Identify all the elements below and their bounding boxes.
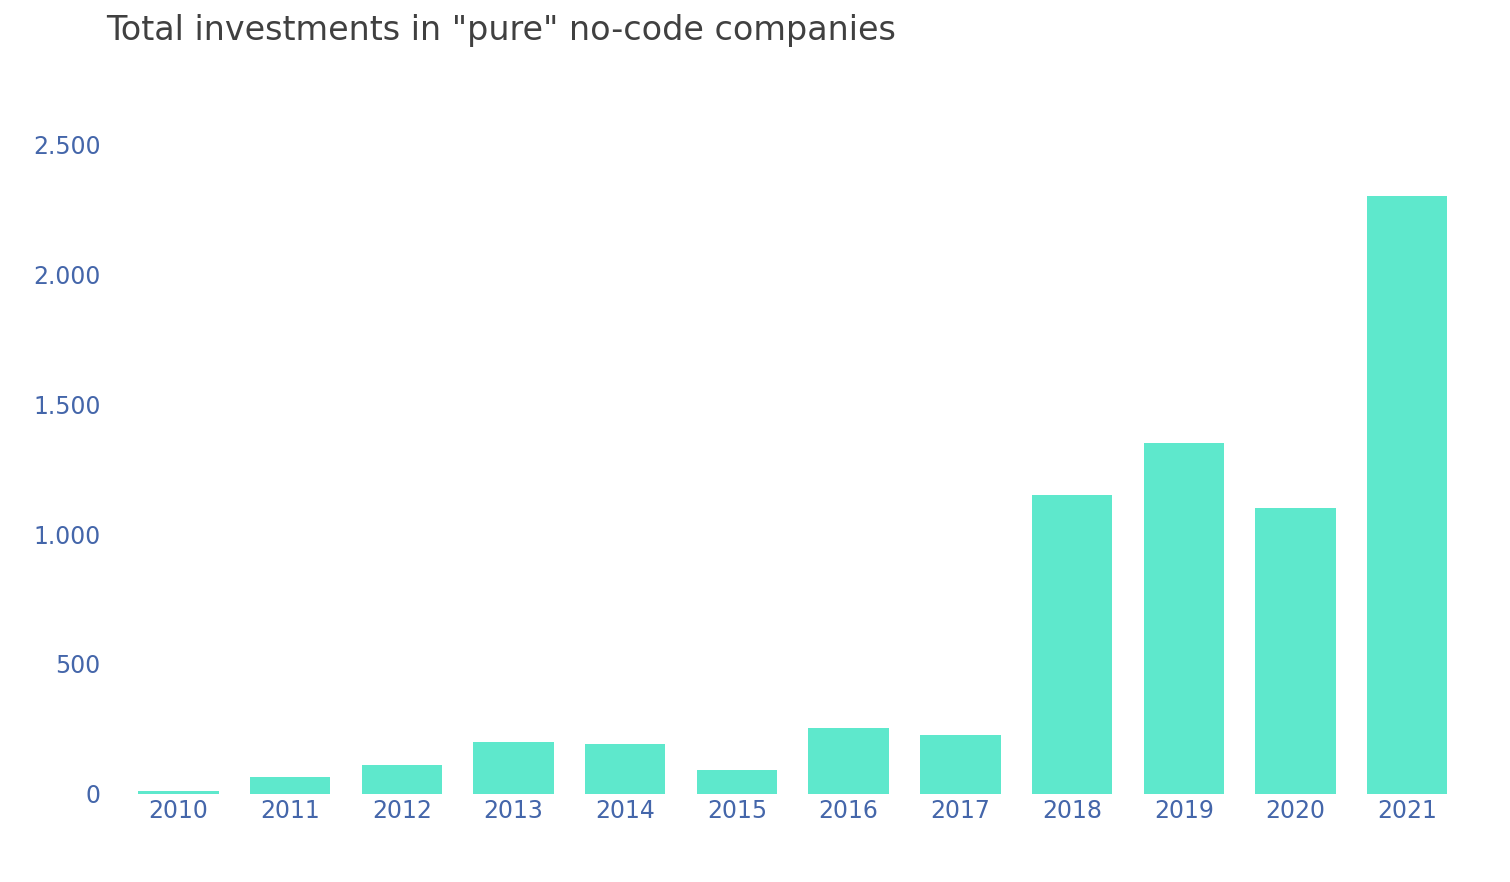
Bar — [1031, 495, 1113, 794]
Bar — [1143, 443, 1225, 794]
Bar — [137, 791, 219, 794]
Bar — [584, 744, 666, 794]
Bar — [920, 736, 1001, 794]
Bar — [249, 777, 331, 794]
Bar — [1367, 197, 1448, 794]
Bar — [1255, 508, 1336, 794]
Text: Total investments in "pure" no-code companies: Total investments in "pure" no-code comp… — [106, 14, 895, 48]
Bar — [473, 742, 554, 794]
Bar — [696, 770, 778, 794]
Bar — [361, 766, 442, 794]
Bar — [808, 728, 889, 794]
